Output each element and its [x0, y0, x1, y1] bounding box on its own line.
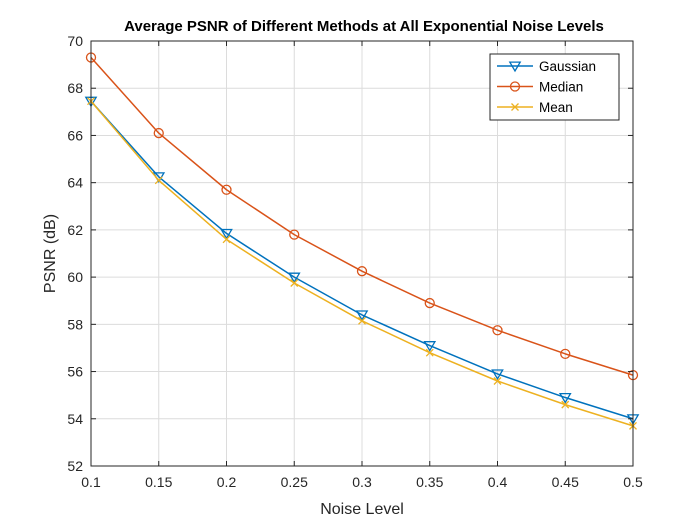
data-point [424, 297, 435, 309]
data-point [425, 348, 434, 357]
data-point [287, 272, 301, 284]
y-axis-label: PSNR (dB) [42, 214, 59, 293]
x-tick-label: 0.5 [623, 474, 643, 490]
data-point [358, 316, 366, 325]
data-point [423, 341, 437, 352]
chart-title: Average PSNR of Different Methods at All… [124, 18, 604, 35]
data-point [560, 348, 571, 359]
data-point [290, 279, 299, 287]
data-point [220, 228, 233, 240]
axis-ticks: 0.1 0.15 0.2 0.25 0.3 0.35 0.4 0.45 0.5 52 54 56 58 6… [67, 33, 643, 490]
data-point [493, 377, 502, 385]
y-tick-label: 62 [67, 222, 83, 238]
x-tick-label: 0.3 [352, 474, 372, 490]
x-tick-label: 0.35 [416, 474, 443, 490]
data-point [492, 325, 503, 336]
data-point [561, 400, 570, 409]
data-point [355, 310, 369, 322]
data-point [221, 184, 232, 195]
legend-entry-gaussian: Gaussian [497, 59, 596, 74]
y-tick-label: 56 [67, 364, 83, 380]
y-tick-label: 52 [67, 458, 83, 474]
series-layer [84, 52, 640, 430]
x-tick-label: 0.25 [281, 474, 308, 490]
x-tick-label: 0.15 [145, 474, 172, 490]
legend-label: Median [539, 80, 583, 95]
data-point [558, 392, 572, 404]
legend-label: Mean [539, 100, 573, 115]
series-line [90, 57, 634, 376]
x-axis-label: Noise Level [320, 501, 404, 518]
y-tick-label: 66 [67, 127, 83, 143]
x-tick-label: 0.4 [488, 474, 508, 490]
legend: Gaussian Median Mean [489, 53, 620, 121]
series-line [90, 100, 634, 420]
data-point [356, 266, 368, 277]
x-tick-label: 0.45 [552, 474, 579, 490]
legend-swatch-marker [511, 103, 519, 111]
y-tick-label: 54 [67, 411, 83, 427]
x-tick-label: 0.2 [217, 474, 237, 490]
legend-swatch-marker [509, 81, 521, 92]
y-tick-label: 58 [67, 316, 83, 332]
x-tick-label: 0.1 [81, 474, 101, 490]
series-median [85, 52, 639, 381]
legend-swatch-marker [508, 61, 522, 73]
data-point [491, 369, 504, 381]
y-tick-label: 68 [67, 80, 83, 96]
y-tick-label: 60 [67, 269, 83, 285]
data-point [289, 229, 300, 240]
y-tick-label: 64 [67, 175, 83, 191]
legend-label: Gaussian [539, 59, 596, 74]
data-point [154, 176, 163, 185]
legend-entry-median: Median [497, 80, 583, 95]
data-point [222, 235, 231, 244]
data-point [153, 127, 164, 139]
y-tick-label: 70 [67, 33, 83, 49]
legend-entry-mean: Mean [497, 100, 573, 115]
